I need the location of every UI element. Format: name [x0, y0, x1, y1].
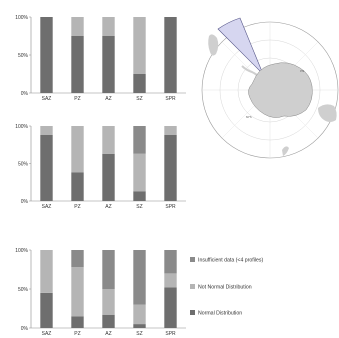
- antarctic-map: 60°S 0°E: [201, 17, 339, 159]
- x-tick-label: AZ: [105, 331, 111, 337]
- bar-normal-pz: [71, 172, 84, 201]
- bar-normal-sz: [133, 191, 146, 201]
- map-label-60s: 60°S: [246, 115, 252, 119]
- legend-label-not-normal: Not Normal Distribution: [198, 285, 252, 291]
- chart-panel-2: 0% 50% 100% SAZ PZ AZ SZ SPR: [15, 124, 186, 210]
- x-tick-label: PZ: [74, 331, 80, 337]
- x-tick-label: SZ: [136, 204, 142, 210]
- y-tick-label: 0%: [21, 326, 29, 332]
- bar-normal-saz: [40, 135, 53, 201]
- y-tick-label: 50%: [18, 161, 29, 167]
- bar-not-normal-sz: [133, 304, 146, 325]
- bar-not-normal-pz: [71, 126, 84, 173]
- bar-normal-spr: [164, 17, 177, 93]
- map-new-zealand: [282, 146, 289, 156]
- y-tick-label: 100%: [15, 248, 28, 254]
- bar-not-normal-saz: [40, 126, 53, 135]
- bar-normal-pz: [71, 36, 84, 93]
- y-tick-label: 50%: [18, 53, 29, 59]
- x-tick-label: PZ: [74, 96, 80, 102]
- legend-label-insufficient: Insufficient data (<4 profiles): [198, 258, 263, 264]
- bar-normal-az: [102, 36, 115, 93]
- bar-not-normal-spr: [164, 273, 177, 288]
- bar-insufficient-sz: [133, 126, 146, 154]
- bar-not-normal-sz: [133, 17, 146, 74]
- bar-not-normal-pz: [71, 17, 84, 36]
- bar-normal-sz: [133, 324, 146, 328]
- x-tick-label: SPR: [165, 96, 176, 102]
- x-tick-label: SPR: [165, 331, 176, 337]
- map-australia: [318, 104, 337, 122]
- map-antarctica: [248, 62, 313, 118]
- y-tick-label: 100%: [15, 15, 28, 21]
- bar-normal-sz: [133, 74, 146, 93]
- legend-swatch-insufficient: [190, 257, 195, 262]
- x-tick-label: AZ: [105, 204, 111, 210]
- legend-swatch-normal: [190, 310, 195, 315]
- bar-not-normal-az: [102, 289, 115, 315]
- bar-not-normal-az: [102, 17, 115, 36]
- map-study-sector: [217, 17, 264, 75]
- x-tick-label: SPR: [165, 204, 176, 210]
- legend: Insufficient data (<4 profiles) Not Norm…: [190, 257, 263, 317]
- x-tick-label: SAZ: [42, 204, 52, 210]
- bar-insufficient-az: [102, 250, 115, 289]
- y-tick-label: 0%: [21, 199, 29, 205]
- bar-insufficient-sz: [133, 250, 146, 305]
- bar-not-normal-pz: [71, 267, 84, 317]
- y-tick-label: 100%: [15, 124, 28, 130]
- legend-label-normal: Normal Distribution: [198, 311, 242, 317]
- bar-normal-spr: [164, 135, 177, 201]
- x-tick-label: SZ: [136, 96, 142, 102]
- bar-normal-pz: [71, 316, 84, 328]
- map-label-0e: 0°E: [300, 69, 304, 73]
- x-tick-label: PZ: [74, 204, 80, 210]
- bar-normal-spr: [164, 287, 177, 328]
- x-tick-label: AZ: [105, 96, 111, 102]
- bar-normal-az: [102, 314, 115, 328]
- bar-not-normal-az: [102, 126, 115, 154]
- bar-insufficient-spr: [164, 250, 177, 274]
- y-tick-label: 50%: [18, 287, 29, 293]
- map-south-america: [208, 34, 219, 56]
- x-tick-label: SAZ: [42, 331, 52, 337]
- bar-normal-saz: [40, 292, 53, 328]
- chart-panel-1: 0% 50% 100% SAZ PZ AZ SZ SPR: [15, 15, 186, 102]
- bar-normal-saz: [40, 17, 53, 93]
- x-tick-label: SZ: [136, 331, 142, 337]
- legend-swatch-not-normal: [190, 284, 195, 289]
- bar-not-normal-saz: [40, 250, 53, 293]
- bar-not-normal-spr: [164, 126, 177, 135]
- chart-panel-3: 0% 50% 100% SAZ PZ AZ SZ SPR: [15, 248, 186, 337]
- bar-not-normal-sz: [133, 153, 146, 192]
- x-tick-label: SAZ: [42, 96, 52, 102]
- y-tick-label: 0%: [21, 91, 29, 97]
- bar-normal-az: [102, 153, 115, 201]
- bar-insufficient-pz: [71, 250, 84, 268]
